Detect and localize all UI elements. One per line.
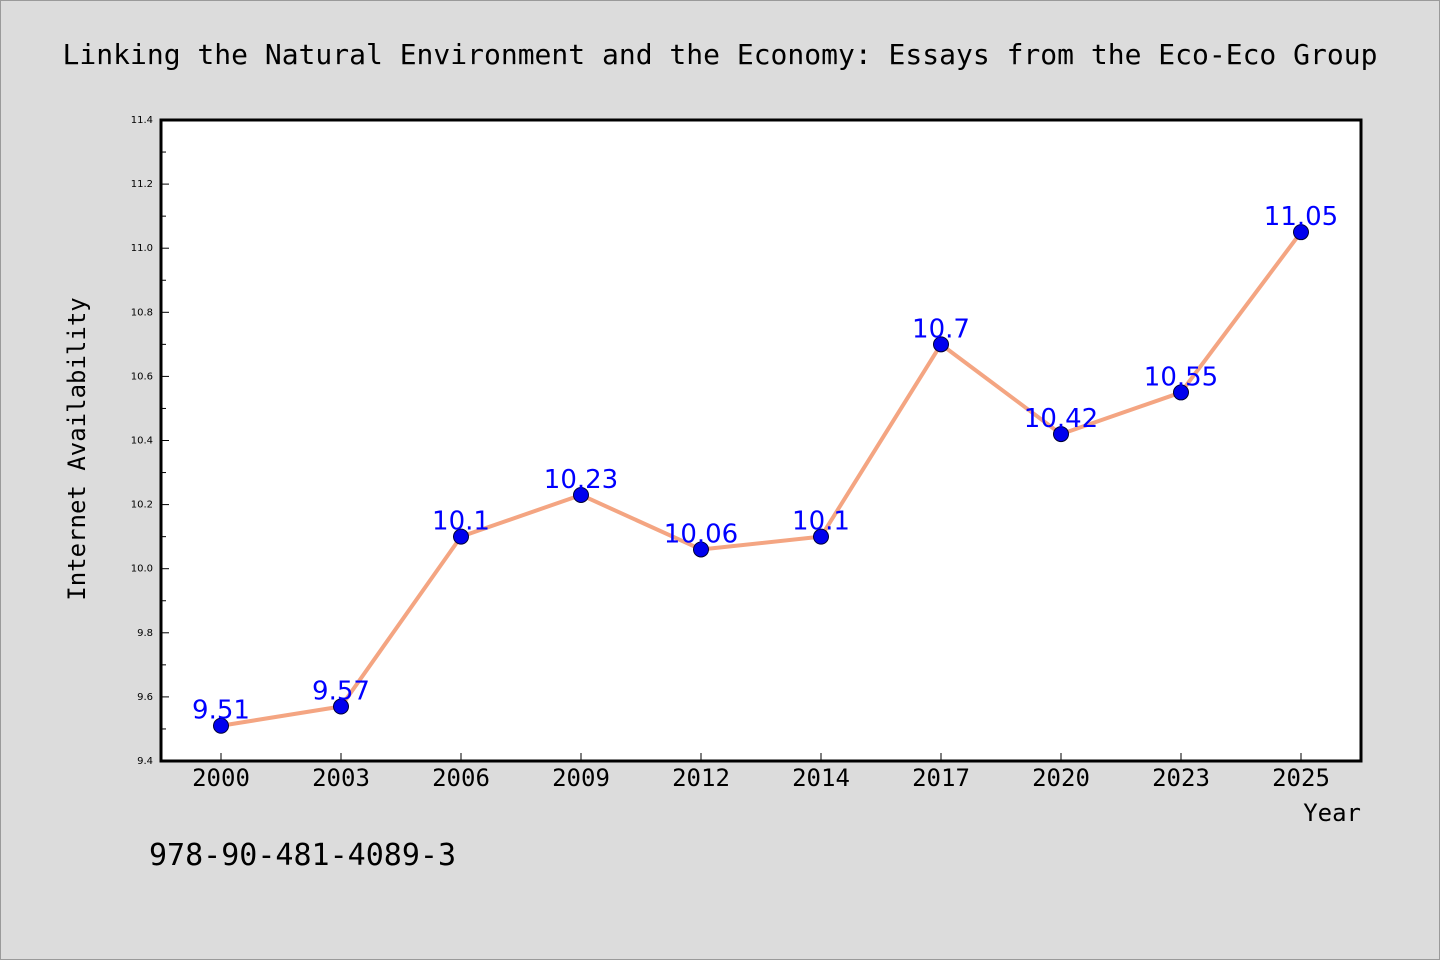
data-point (1173, 384, 1189, 401)
data-label: 10.23 (544, 465, 618, 495)
data-label: 9.51 (192, 696, 250, 726)
data-label: 10.42 (1024, 404, 1098, 434)
y-tick-label: 11.4 (131, 115, 153, 126)
series-line (220, 230, 1303, 728)
data-label: 11.05 (1264, 202, 1338, 232)
y-tick-label: 11.2 (131, 179, 153, 190)
plot-area (159, 118, 1363, 763)
chart-title: Linking the Natural Environment and the … (63, 38, 1378, 71)
y-tick-label: 10.8 (131, 307, 153, 318)
data-label: 10.7 (912, 314, 970, 344)
x-tick-label: 2003 (312, 764, 370, 792)
y-tick-label: 10.0 (131, 564, 153, 575)
y-tick-label: 10.6 (131, 371, 153, 382)
data-label: 9.57 (312, 677, 370, 707)
data-label: 10.1 (792, 507, 850, 537)
data-point (573, 486, 589, 503)
data-point (693, 541, 709, 558)
y-tick-label: 11.0 (131, 243, 153, 254)
x-tick-label: 2017 (912, 764, 970, 792)
x-tick-label: 2009 (552, 764, 610, 792)
y-axis-ticks: 9.4 9.6 9.8 10.0 10.2 10.4 10.6 10.8 11.0 11.2 11.… (131, 115, 169, 767)
data-label: 10.55 (1144, 362, 1218, 392)
data-point (813, 528, 829, 545)
data-point (453, 528, 469, 545)
x-axis-label: Year (1303, 799, 1361, 827)
x-axis-ticks: 2000 2003 2006 2009 2012 2014 2017 2020 2023 2025 (192, 753, 1330, 792)
isbn-text: 978-90-481-4089-3 (149, 838, 456, 873)
data-point (333, 698, 349, 715)
x-tick-label: 2006 (432, 764, 490, 792)
y-tick-label: 9.8 (137, 628, 153, 639)
x-tick-label: 2025 (1272, 764, 1330, 792)
series-internet-availability (213, 224, 1309, 734)
data-labels: 9.51 9.57 10.1 10.23 10.06 10.1 10.7 10.42 10.55… (192, 202, 1338, 726)
x-tick-label: 2012 (672, 764, 730, 792)
data-point (1293, 224, 1309, 241)
y-tick-label: 10.4 (131, 436, 153, 447)
x-tick-label: 2023 (1152, 764, 1210, 792)
y-tick-label: 10.2 (131, 500, 153, 511)
y-tick-label: 9.6 (137, 692, 153, 703)
data-point (933, 336, 949, 353)
x-tick-label: 2000 (192, 764, 250, 792)
data-point (1053, 426, 1069, 443)
data-label: 10.06 (664, 519, 738, 549)
y-axis-label: Internet Availability (63, 297, 91, 600)
data-point (213, 717, 229, 734)
x-tick-label: 2020 (1032, 764, 1090, 792)
x-tick-label: 2014 (792, 764, 850, 792)
data-label: 10.1 (432, 507, 490, 537)
y-tick-label: 9.4 (137, 756, 153, 767)
